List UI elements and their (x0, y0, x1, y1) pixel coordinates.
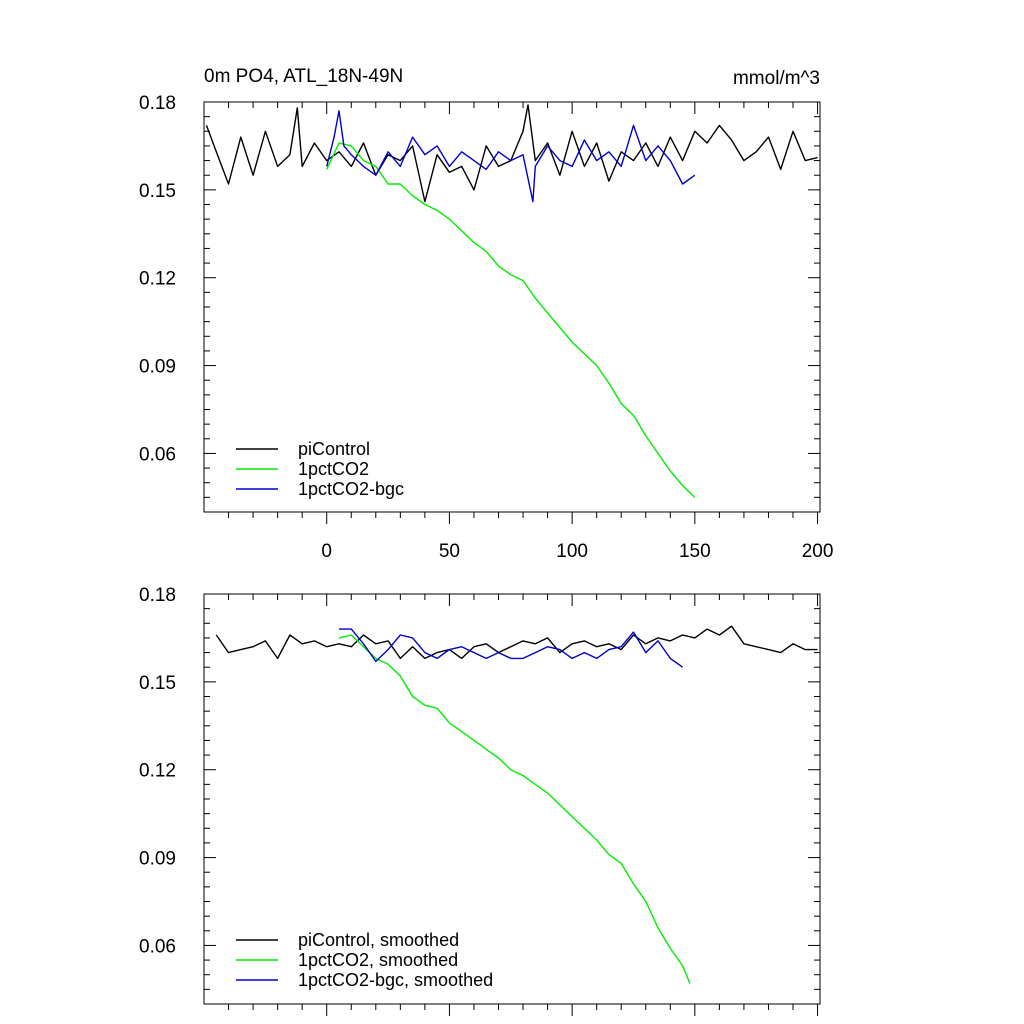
legend-label: 1pctCO2-bgc, smoothed (298, 970, 493, 990)
series-line-1pctco2-bgc-smoothed (339, 628, 684, 668)
legend-label: piControl, smoothed (298, 930, 459, 950)
y-tick-label: 0.18 (139, 93, 176, 114)
y-tick-label: 0.06 (139, 444, 176, 465)
top-panel: 0.06 0.09 0.12 0.15 0.18 0 50 100 150 200 piContro… (139, 93, 833, 562)
x-tick-label: 150 (679, 541, 711, 562)
y-tick-label: 0.12 (139, 269, 176, 290)
series-line-1pctco2 (326, 142, 696, 498)
y-tick-label: 0.09 (139, 357, 176, 378)
x-tick-label: 100 (556, 541, 588, 562)
series-line-1pctco2-smoothed (338, 634, 691, 984)
y-tick-label: 0.18 (139, 585, 176, 606)
series-line-picontrol-smoothed (215, 625, 818, 660)
series-line-1pctco2-bgc (326, 110, 696, 203)
y-tick-label: 0.15 (139, 181, 176, 202)
x-tick-label: 200 (802, 541, 834, 562)
legend-label: 1pctCO2, smoothed (298, 950, 458, 970)
units-label: mmol/m^3 (733, 68, 820, 89)
y-tick-label: 0.09 (139, 849, 176, 870)
series-line-picontrol (205, 104, 818, 203)
x-tick-label: 0 (321, 541, 332, 562)
legend-label: 1pctCO2-bgc (298, 479, 404, 499)
plot-frame (203, 593, 821, 1005)
legend-label: piControl (298, 439, 370, 459)
y-tick-label: 0.06 (139, 936, 176, 957)
x-tick-label: 50 (439, 541, 460, 562)
chart-title: 0m PO4, ATL_18N-49N (204, 66, 403, 87)
legend-label: 1pctCO2 (298, 459, 369, 479)
y-tick-label: 0.12 (139, 761, 176, 782)
plot-frame (203, 101, 821, 513)
y-tick-label: 0.15 (139, 673, 176, 694)
